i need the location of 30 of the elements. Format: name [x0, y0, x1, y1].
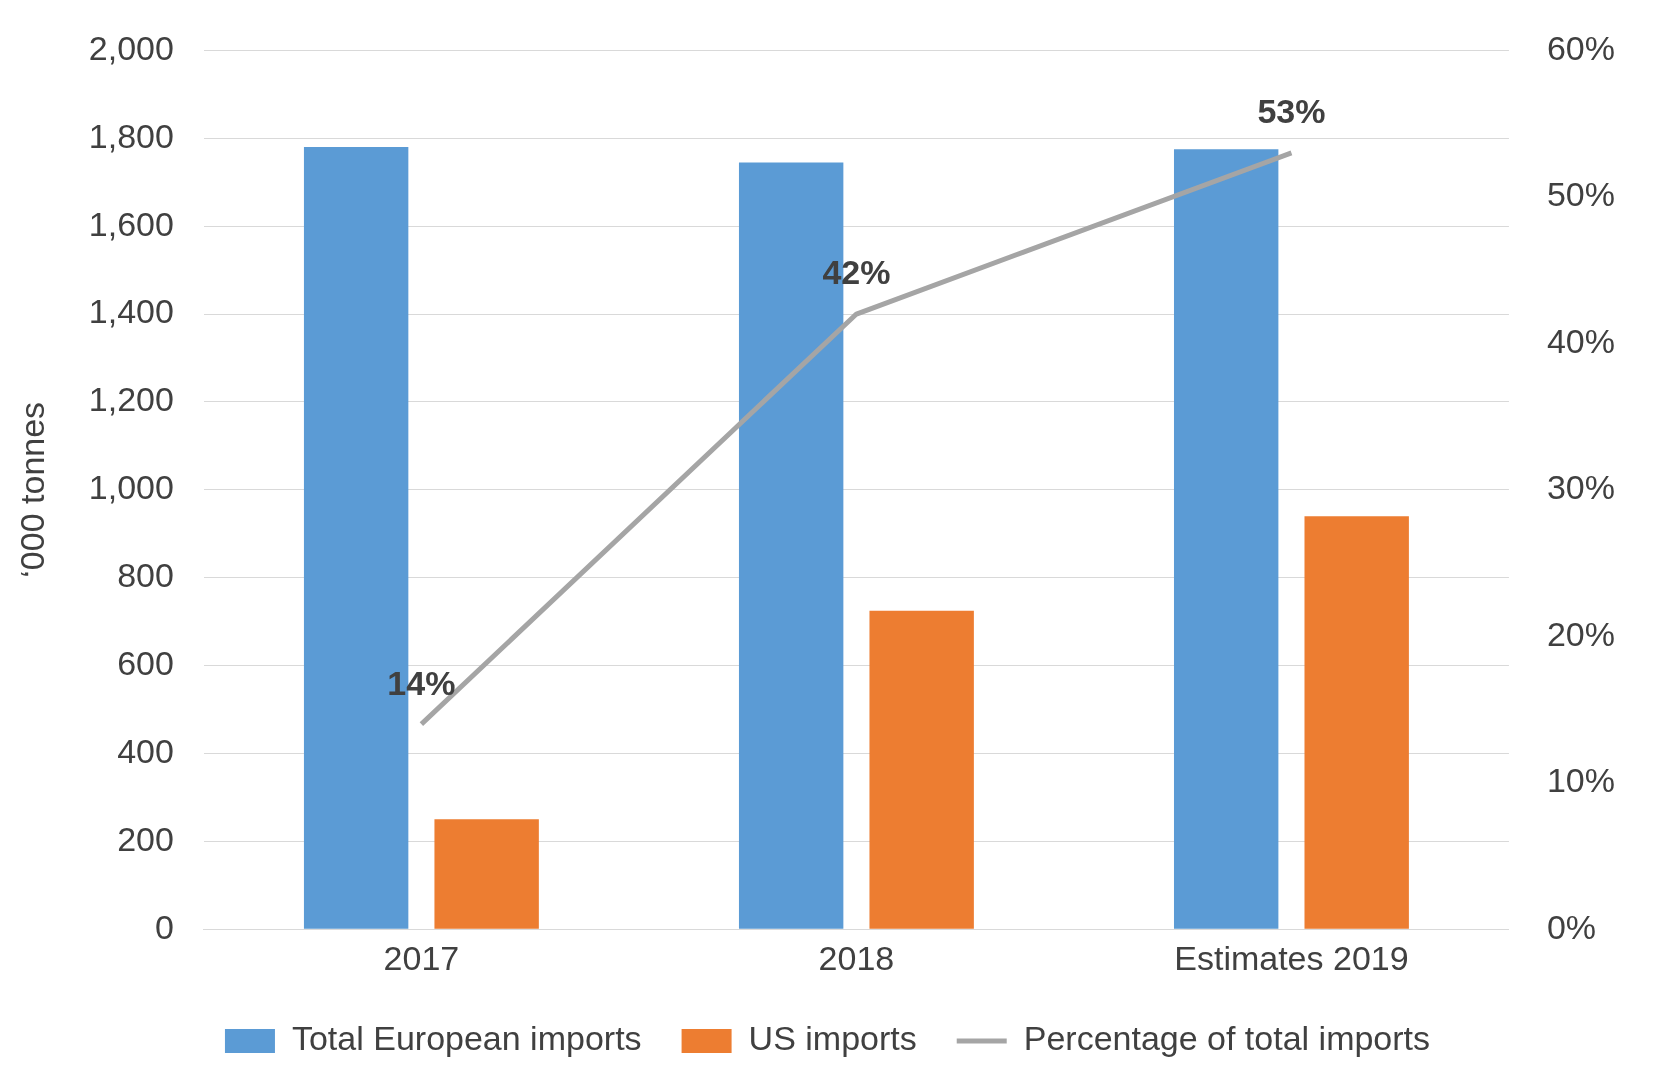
x-tick-label: Estimates 2019 [1174, 938, 1409, 977]
legend-label: Total European imports [291, 1019, 642, 1058]
y2-tick-label: 40% [1546, 321, 1616, 360]
y-tick-label: 0 [154, 907, 174, 946]
bar [434, 819, 539, 929]
y-tick-label: 1,400 [88, 292, 174, 331]
y2-tick-label: 20% [1546, 614, 1616, 653]
y-axis-title: ‘000 tonnes [12, 401, 51, 578]
bar [1304, 516, 1409, 929]
y-tick-label: 400 [117, 731, 174, 770]
data-label: 53% [1257, 92, 1326, 131]
y-tick-label: 1,000 [88, 468, 174, 507]
y-tick-label: 1,200 [88, 380, 174, 419]
legend-label: US imports [748, 1019, 917, 1058]
y-tick-label: 1,600 [88, 204, 174, 243]
y-tick-label: 1,800 [88, 116, 174, 155]
y-tick-label: 2,000 [88, 28, 174, 67]
y-tick-label: 600 [117, 643, 174, 682]
x-tick-label: 2018 [818, 938, 895, 977]
y2-tick-label: 0% [1546, 907, 1597, 946]
y2-tick-label: 60% [1546, 28, 1616, 67]
y2-tick-label: 30% [1546, 468, 1616, 507]
y2-tick-label: 50% [1546, 175, 1616, 214]
bar [869, 610, 974, 929]
bar [1173, 149, 1279, 929]
y-tick-label: 800 [117, 556, 174, 595]
legend-label: Percentage of total imports [1023, 1019, 1431, 1058]
y2-tick-label: 10% [1546, 761, 1616, 800]
y-tick-label: 200 [117, 819, 174, 858]
x-tick-label: 2017 [383, 938, 460, 977]
